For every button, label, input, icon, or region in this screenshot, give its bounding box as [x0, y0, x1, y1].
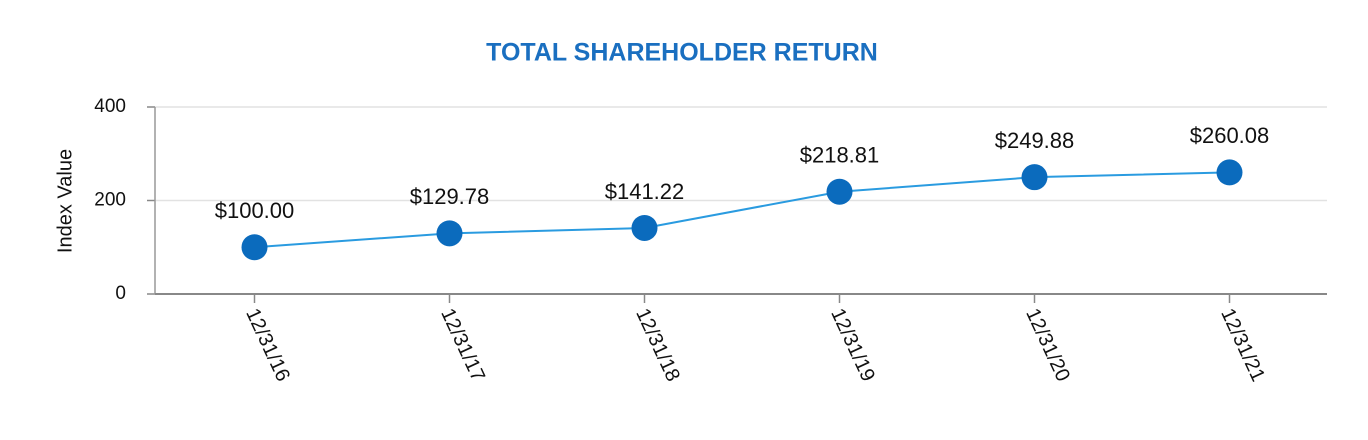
- x-tick-label: 12/31/18: [631, 305, 684, 385]
- y-tick-label: 200: [94, 190, 126, 211]
- marker: [1021, 164, 1048, 191]
- data-label: $141.22: [605, 179, 685, 204]
- x-tick-label: 12/31/19: [826, 305, 879, 385]
- marker: [241, 234, 268, 261]
- series-line: [254, 171, 1230, 249]
- data-label: $100.00: [215, 198, 295, 223]
- y-axis-label: Index Value: [54, 149, 76, 253]
- data-label: $218.81: [800, 143, 880, 168]
- data-label: $129.78: [410, 184, 490, 209]
- data-label: $249.88: [995, 128, 1075, 153]
- marker: [1216, 159, 1243, 186]
- x-tick-label: 12/31/21: [1216, 305, 1269, 385]
- marker: [436, 220, 463, 247]
- y-tick-label: 400: [94, 96, 126, 117]
- x-tick-label: 12/31/16: [241, 305, 294, 385]
- marker: [826, 178, 853, 205]
- x-tick-label: 12/31/17: [436, 305, 489, 385]
- chart-title: TOTAL SHAREHOLDER RETURN: [486, 39, 878, 67]
- y-tick-label: 0: [115, 283, 126, 304]
- data-label: $260.08: [1190, 123, 1270, 148]
- marker: [631, 214, 658, 241]
- x-tick-label: 12/31/20: [1021, 305, 1074, 385]
